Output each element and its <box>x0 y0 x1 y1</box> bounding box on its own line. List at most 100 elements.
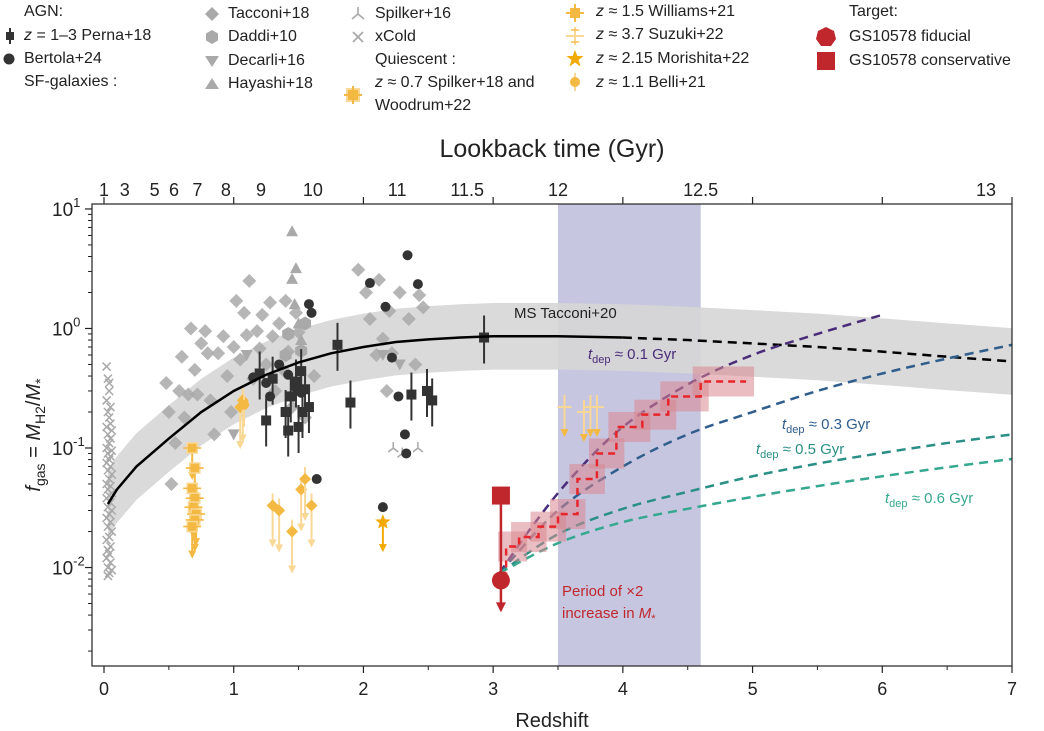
marker-bertola-24-11 <box>377 502 388 513</box>
marker-hayashi-18-3 <box>292 317 305 329</box>
x-tick-label-5: 5 <box>748 679 758 699</box>
marker-bertola-24-15 <box>399 429 410 440</box>
marker-perna-18-5 <box>285 374 296 423</box>
history-box-6 <box>588 438 625 469</box>
marker-xcold-14 <box>102 443 112 453</box>
marker-williams-21-7 <box>305 493 318 548</box>
top-tick-label-6: 6 <box>169 180 179 200</box>
history-box-4 <box>550 499 586 530</box>
marker-tacconi-18-12 <box>198 324 213 339</box>
marker-tacconi-18-7 <box>181 387 196 402</box>
marker-spilker-16-0 <box>387 441 399 453</box>
legend-daddi-marker <box>206 30 218 44</box>
legend-morishita-marker <box>566 50 584 67</box>
marker-hayashi-18-1 <box>286 272 299 284</box>
tdep-label-0.1: tdep ≈ 0.1 Gyr <box>588 346 676 366</box>
top-tick-label-9: 9 <box>256 180 266 200</box>
marker-xcold-45 <box>103 562 113 573</box>
marker-suzuki-22-0 <box>557 395 572 438</box>
marker-spilker-18-woodrum-22-6 <box>185 514 204 552</box>
tdep-label-0.6: tdep ≈ 0.6 Gyr <box>885 490 973 510</box>
marker-perna-18-11 <box>303 385 314 434</box>
marker-xcold-39 <box>102 535 112 545</box>
marker-bertola-24-12 <box>380 301 391 312</box>
marker-xcold-4 <box>102 395 112 405</box>
marker-tacconi-18-15 <box>207 427 222 442</box>
marker-tacconi-18-54 <box>408 357 423 372</box>
marker-bertola-24-10 <box>364 278 375 289</box>
marker-xcold-30 <box>105 497 116 508</box>
marker-xcold-20 <box>105 461 116 472</box>
marker-hayashi-18-4 <box>295 334 308 346</box>
marker-tacconi-18-52 <box>392 285 407 300</box>
top-tick-label-8: 8 <box>221 180 231 200</box>
legend-spilker18-marker <box>344 86 362 104</box>
marker-williams-21-6 <box>299 467 312 522</box>
x-tick-label-3: 3 <box>488 679 498 699</box>
x-tick-label-7: 7 <box>1007 679 1017 699</box>
marker-xcold-47 <box>104 568 114 578</box>
marker-tacconi-18-34 <box>272 316 287 331</box>
legend-target-title: Target: <box>849 3 898 20</box>
marker-hayashi-18-2 <box>289 262 302 274</box>
marker-perna-18-0 <box>254 351 265 400</box>
marker-spilker-16-2 <box>412 441 424 453</box>
y-tick-label--2: 10-2 <box>52 554 85 580</box>
marker-bertola-24-7 <box>303 299 314 310</box>
marker-bertola-24-1 <box>261 377 272 388</box>
top-tick-label-11: 11 <box>388 180 407 200</box>
marker-decarli-16-3 <box>393 359 406 371</box>
marker-tacconi-18-45 <box>362 312 377 327</box>
marker-tacconi-18-49 <box>379 383 394 398</box>
legend-xcold: xCold <box>375 28 416 45</box>
marker-tacconi-18-10 <box>190 387 205 402</box>
top-tick-label-5: 5 <box>150 180 160 200</box>
marker-bertola-24-2 <box>265 391 276 402</box>
x-axis-label: Redshift <box>515 710 589 731</box>
target-layer <box>491 366 755 613</box>
legend-perna: z = 1–3 Perna+18 <box>24 27 152 44</box>
x-tick-label-6: 6 <box>877 679 887 699</box>
top-tick-label-7: 7 <box>192 180 202 200</box>
marker-perna-18-12 <box>332 322 343 371</box>
marker-bertola-24-14 <box>393 391 404 402</box>
legend-bertola: Bertola+24 <box>24 50 102 67</box>
period-annotation-line1: Period of ×2 <box>562 583 643 600</box>
top-tick-label-13: 13 <box>976 180 996 200</box>
marker-perna-18-15 <box>421 368 432 417</box>
marker-tacconi-18-25 <box>242 273 257 288</box>
plot-frame <box>91 203 1013 667</box>
marker-daddi-10-0 <box>282 326 295 341</box>
marker-hayashi-18-5 <box>288 298 301 310</box>
marker-perna-18-9 <box>297 390 308 439</box>
legend-bertola-marker <box>3 53 15 65</box>
marker-tacconi-18-2 <box>164 476 179 491</box>
marker-bertola-24-6 <box>296 387 307 398</box>
legend-decarli: Decarli+16 <box>228 52 305 69</box>
marker-tacconi-18-0 <box>159 375 174 390</box>
marker-perna-18-4 <box>283 408 294 457</box>
marker-xcold-48 <box>103 571 113 581</box>
marker-tacconi-18-19 <box>224 405 239 420</box>
marker-bertola-24-16 <box>401 448 412 459</box>
legend: AGN: z = 1–3 Perna+18 Bertola+24 SF-gala… <box>0 0 1044 120</box>
marker-morishita-22-0 <box>375 514 391 553</box>
top-tick-label-12-5: 12.5 <box>683 180 718 200</box>
marker-tacconi-18-6 <box>177 410 192 425</box>
marker-xcold-42 <box>104 549 114 559</box>
marker-tacconi-18-30 <box>259 357 274 372</box>
top-tick-label-10: 10 <box>303 180 323 200</box>
legend-xcold-marker <box>352 31 364 43</box>
top-tick-label-12: 12 <box>548 180 568 200</box>
target-fiducial <box>491 571 510 590</box>
marker-tacconi-18-18 <box>220 369 235 384</box>
marker-decarli-16-2 <box>376 349 389 361</box>
marker-xcold-22 <box>107 469 117 480</box>
tdep-label-0.5: tdep ≈ 0.5 Gyr <box>756 441 844 461</box>
marker-belli-21-0 <box>239 394 250 427</box>
marker-xcold-37 <box>107 527 117 537</box>
marker-tacconi-18-9 <box>187 362 202 377</box>
marker-williams-21-4 <box>286 519 299 574</box>
marker-tacconi-18-16 <box>211 346 226 361</box>
